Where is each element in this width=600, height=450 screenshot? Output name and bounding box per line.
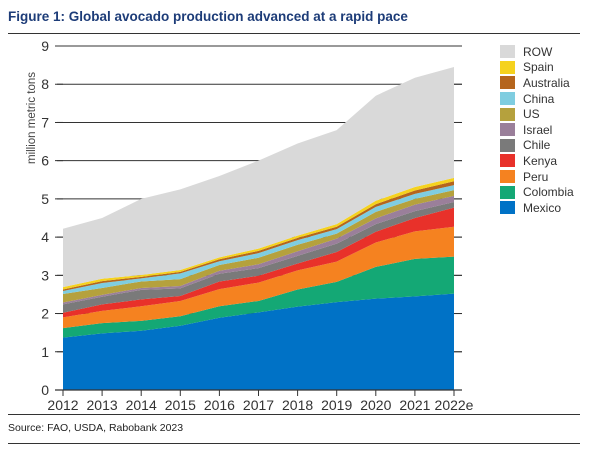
- legend-swatch: [500, 170, 515, 184]
- y-tick-label: 5: [41, 191, 49, 207]
- legend-swatch: [500, 185, 515, 199]
- x-tick-label: 2015: [165, 397, 196, 413]
- source-divider: [8, 414, 580, 415]
- bottom-divider: [8, 443, 580, 444]
- legend-label: China: [523, 91, 555, 106]
- legend-item: ROW: [500, 44, 574, 60]
- x-tick-label: 2014: [126, 397, 157, 413]
- y-tick-label: 3: [41, 267, 49, 283]
- legend-item: Chile: [500, 138, 574, 154]
- top-divider: [8, 33, 580, 34]
- area-kenya: [63, 207, 454, 318]
- legend-swatch: [500, 45, 515, 59]
- area-israel: [63, 195, 454, 305]
- legend-swatch: [500, 201, 515, 215]
- y-tick-label: 7: [41, 114, 49, 130]
- legend-swatch: [500, 92, 515, 106]
- legend-item: Spain: [500, 60, 574, 76]
- legend-label: Mexico: [523, 200, 562, 215]
- area-chile: [63, 201, 454, 313]
- x-tick-label: 2018: [282, 397, 313, 413]
- y-tick-label: 6: [41, 153, 49, 169]
- legend-item: Peru: [500, 169, 574, 185]
- x-tick-label: 2020: [360, 397, 391, 413]
- legend-label: ROW: [523, 44, 553, 59]
- area-spain: [63, 177, 454, 290]
- area-colombia: [63, 256, 454, 338]
- legend-label: Colombia: [523, 185, 574, 200]
- area-row: [63, 67, 454, 288]
- legend-item: US: [500, 106, 574, 122]
- area-peru: [63, 226, 454, 329]
- legend-label: Israel: [523, 122, 553, 137]
- legend-item: Israel: [500, 122, 574, 138]
- legend-swatch: [500, 107, 515, 121]
- y-tick-label: 0: [41, 382, 49, 398]
- y-tick-label: 8: [41, 76, 49, 92]
- x-tick-label: 2017: [243, 397, 274, 413]
- legend-label: US: [523, 107, 540, 122]
- legend: ROW Spain Australia China US Israel Chile Kenya…: [500, 44, 574, 216]
- legend-label: Spain: [523, 60, 554, 75]
- x-tick-label: 2012: [47, 397, 78, 413]
- x-tick-label: 2019: [321, 397, 352, 413]
- legend-label: Kenya: [523, 153, 558, 168]
- legend-item: Mexico: [500, 200, 574, 216]
- x-tick-label: 2021: [399, 397, 430, 413]
- legend-swatch: [500, 138, 515, 152]
- y-tick-label: 1: [41, 344, 49, 360]
- legend-item: Kenya: [500, 153, 574, 169]
- area-us: [63, 190, 454, 303]
- area-mexico: [63, 293, 454, 390]
- x-tick-label: 2022e: [435, 397, 474, 413]
- legend-swatch: [500, 60, 515, 74]
- legend-swatch: [500, 154, 515, 168]
- y-tick-label: 9: [41, 38, 49, 54]
- legend-label: Australia: [523, 75, 570, 90]
- chart-title: Figure 1: Global avocado production adva…: [8, 9, 408, 24]
- y-tick-label: 2: [41, 306, 49, 322]
- y-axis-label: million metric tons: [26, 72, 38, 164]
- legend-label: Chile: [523, 138, 551, 153]
- area-australia: [63, 181, 454, 292]
- legend-item: Colombia: [500, 184, 574, 200]
- legend-item: Australia: [500, 75, 574, 91]
- source-note: Source: FAO, USDA, Rabobank 2023: [8, 422, 184, 434]
- legend-label: Peru: [523, 169, 549, 184]
- legend-swatch: [500, 123, 515, 137]
- y-tick-label: 4: [41, 229, 49, 245]
- legend-item: China: [500, 91, 574, 107]
- legend-swatch: [500, 76, 515, 90]
- x-tick-label: 2013: [87, 397, 118, 413]
- area-china: [63, 185, 454, 295]
- x-tick-label: 2016: [204, 397, 235, 413]
